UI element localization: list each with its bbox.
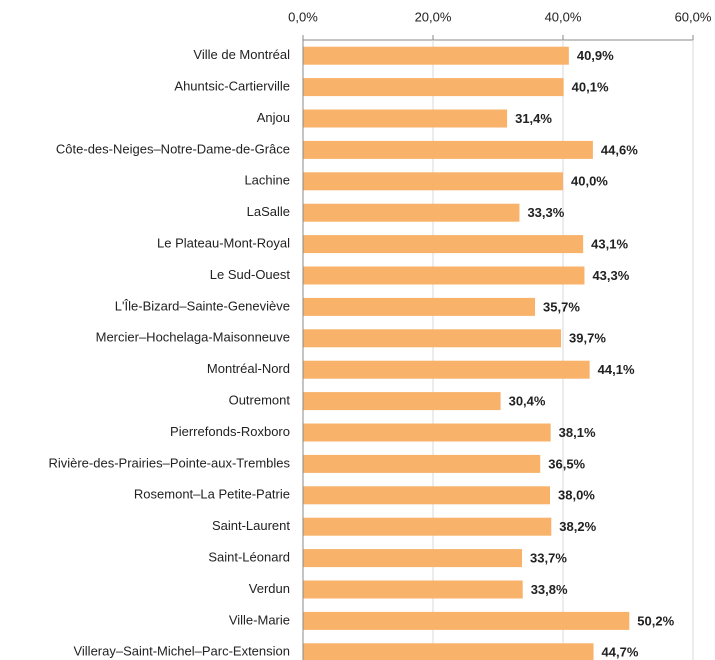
value-label: 44,6% <box>601 142 638 157</box>
y-tick-label: Ville de Montréal <box>193 47 290 62</box>
y-tick-label: Lachine <box>244 173 290 188</box>
value-label: 40,0% <box>571 174 608 189</box>
bar <box>303 454 541 473</box>
bar <box>303 329 562 348</box>
value-label: 33,7% <box>530 551 567 566</box>
bar <box>303 549 523 568</box>
y-tick-label: Outremont <box>229 393 291 408</box>
value-label: 40,1% <box>572 80 609 95</box>
bar <box>303 486 550 505</box>
value-label: 43,1% <box>591 237 628 252</box>
value-label: 35,7% <box>543 299 580 314</box>
value-label: 50,2% <box>637 613 674 628</box>
y-tick-label: Ville-Marie <box>229 612 290 627</box>
bar <box>303 235 584 254</box>
bar <box>303 203 520 222</box>
value-label: 39,7% <box>569 331 606 346</box>
bar <box>303 611 630 630</box>
bar <box>303 423 551 442</box>
value-label: 40,9% <box>577 48 614 63</box>
value-label: 36,5% <box>548 456 585 471</box>
value-label: 33,8% <box>531 582 568 597</box>
y-tick-label: Rosemont–La Petite-Patrie <box>134 487 290 502</box>
bar <box>303 172 563 191</box>
bar <box>303 266 585 285</box>
x-tick-label: 20,0% <box>415 9 452 24</box>
bar <box>303 517 552 536</box>
y-tick-label: Mercier–Hochelaga-Maisonneuve <box>96 330 290 345</box>
value-label: 44,7% <box>602 645 639 660</box>
y-tick-label: Ahuntsic-Cartierville <box>174 79 290 94</box>
bar <box>303 643 594 660</box>
bar <box>303 46 569 65</box>
y-tick-label: Saint-Laurent <box>212 518 290 533</box>
value-label: 43,3% <box>592 268 629 283</box>
value-label: 38,0% <box>558 488 595 503</box>
x-tick-label: 60,0% <box>675 9 712 24</box>
value-label: 33,3% <box>527 205 564 220</box>
x-tick-label: 0,0% <box>288 9 318 24</box>
y-tick-label: Villeray–Saint-Michel–Parc-Extension <box>73 644 290 659</box>
bar <box>303 392 501 411</box>
y-tick-label: Anjou <box>257 110 290 125</box>
y-tick-label: Pierrefonds-Roxboro <box>170 424 290 439</box>
y-tick-label: Le Plateau-Mont-Royal <box>157 236 290 251</box>
y-tick-label: Le Sud-Ouest <box>210 267 291 282</box>
bar <box>303 140 593 159</box>
bar <box>303 78 564 97</box>
value-label: 44,1% <box>598 362 635 377</box>
y-tick-label: L'Île-Bizard–Sainte-Geneviève <box>115 298 290 313</box>
y-tick-label: Verdun <box>249 581 290 596</box>
bar <box>303 297 536 316</box>
value-label: 38,1% <box>559 425 596 440</box>
bar <box>303 360 590 379</box>
value-label: 38,2% <box>559 519 596 534</box>
value-label: 30,4% <box>509 394 546 409</box>
y-tick-label: Côte-des-Neiges–Notre-Dame-de-Grâce <box>56 141 290 156</box>
y-tick-label: LaSalle <box>247 204 290 219</box>
value-label: 31,4% <box>515 111 552 126</box>
bar <box>303 109 508 128</box>
y-tick-label: Montréal-Nord <box>207 361 290 376</box>
y-tick-label: Saint-Léonard <box>208 550 290 565</box>
bar <box>303 580 523 599</box>
y-tick-label: Rivière-des-Prairies–Pointe-aux-Trembles <box>48 455 290 470</box>
x-tick-label: 40,0% <box>545 9 582 24</box>
